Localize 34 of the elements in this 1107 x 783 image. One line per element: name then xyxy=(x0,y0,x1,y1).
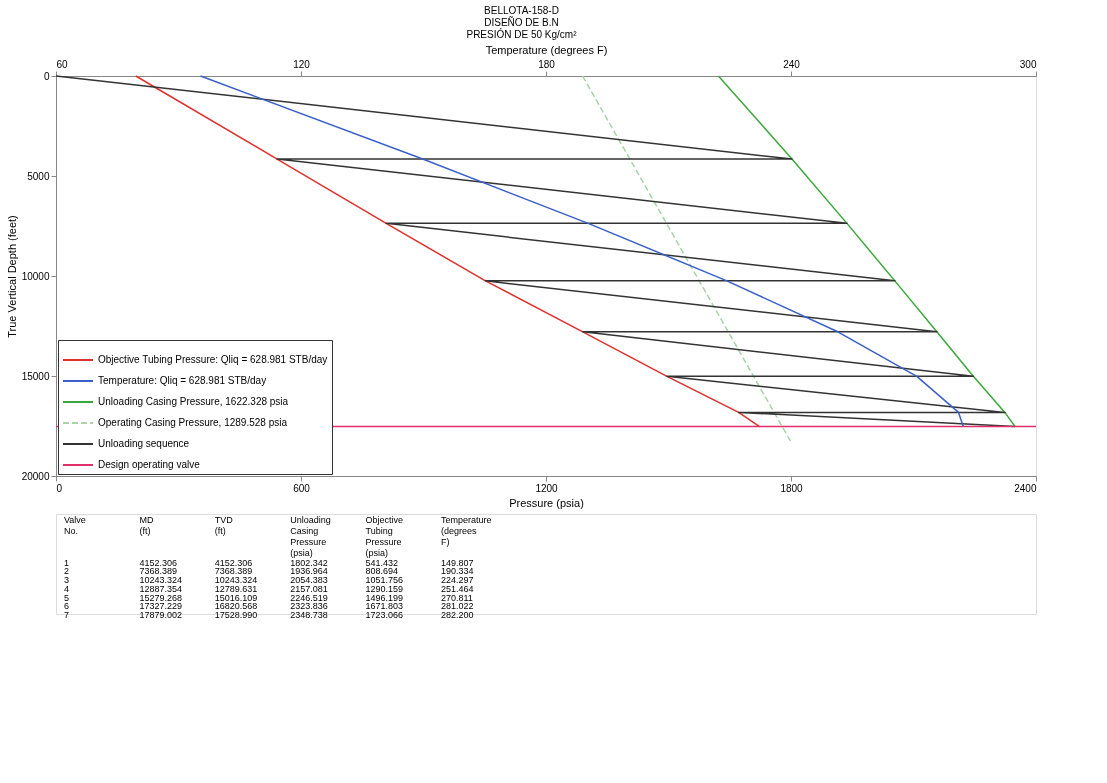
text: 4 12887.354 12789.631 2157.081 1290.159 251.464 xyxy=(64,583,474,594)
x-tick-label: 0 xyxy=(56,482,63,494)
text: 3 10243.324 10243.324 2054.383 1051.756 224.297 xyxy=(64,575,474,586)
legend-label: Design operating valve xyxy=(98,459,201,470)
x2-tick-label: 300 xyxy=(1019,58,1037,70)
x2-tick-label: 120 xyxy=(293,58,311,70)
text: 7 17879.002 17528.990 2348.738 1723.066 282.200 xyxy=(64,610,474,621)
x-axis-title: Pressure (psia) xyxy=(509,496,584,509)
x-tick-label: 600 xyxy=(293,482,311,494)
y-axis-title: True Vertical Depth (feet) xyxy=(5,215,18,338)
x-tick-label: 1800 xyxy=(780,482,804,494)
x2-tick-label: 60 xyxy=(56,58,69,70)
legend-label: Objective Tubing Pressure: Qliq = 628.981 STB/day xyxy=(98,354,328,365)
legend-label: Unloading Casing Pressure, 1622.328 psia xyxy=(98,396,289,407)
x2-tick-label: 240 xyxy=(783,58,801,70)
y-tick-label: 20000 xyxy=(21,470,50,482)
legend-label: Unloading sequence xyxy=(98,438,190,449)
x2-axis-title: Temperature (degrees F) xyxy=(485,43,608,56)
text: 6 17327.229 16820.568 2323.836 1671.803 281.022 xyxy=(64,601,474,612)
text: 5 15279.268 15016.109 2246.519 1496.199 270.811 xyxy=(64,592,473,603)
y-tick-label: 15000 xyxy=(21,370,50,382)
x2-tick-label: 180 xyxy=(538,58,556,70)
y-tick-label: 10000 xyxy=(21,270,50,282)
x-tick-label: 1200 xyxy=(535,482,559,494)
x-tick-label: 2400 xyxy=(1014,482,1037,494)
text: Valve No. MD (ft) TVD (ft) Unloading Casing Pressure (psia) Objective Tubing Pressure (psia) Temperature (degrees F) xyxy=(64,514,492,558)
legend-label: Temperature: Qliq = 628.981 STB/day xyxy=(98,375,267,386)
line-series xyxy=(717,75,1016,428)
chart-title: BELLOTA-158-D DISEÑO DE B.N PRESIÓN DE 50 Kg/cm² xyxy=(466,4,578,40)
legend-label: Operating Casing Pressure, 1289.528 psia xyxy=(98,417,288,428)
y-tick-label: 5000 xyxy=(27,170,50,182)
text: 2 7368.389 7368.389 1936.964 808.694 190.334 xyxy=(64,566,474,577)
y-tick-label: 0 xyxy=(43,70,50,82)
text: 1 4152.306 4152.306 1802.342 541.432 149.807 xyxy=(64,557,474,568)
